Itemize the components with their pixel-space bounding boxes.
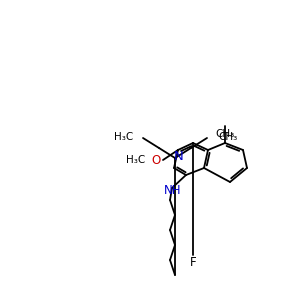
Text: O: O [152, 154, 161, 166]
Text: CH₃: CH₃ [218, 132, 237, 142]
Text: NH: NH [164, 184, 182, 196]
Text: CH₃: CH₃ [215, 129, 235, 139]
Text: H₃C: H₃C [114, 132, 133, 142]
Text: F: F [190, 256, 196, 268]
Text: H₃C: H₃C [126, 155, 145, 165]
Text: N: N [174, 151, 184, 164]
